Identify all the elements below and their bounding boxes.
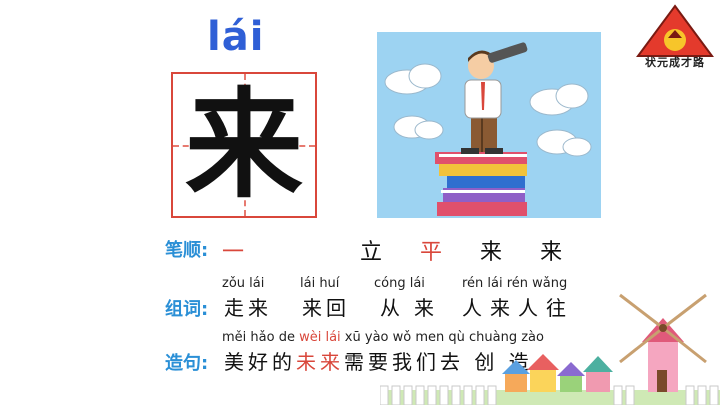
character-grid-box: 来 bbox=[171, 72, 317, 218]
word-pinyin-2: lái huí bbox=[300, 276, 339, 291]
stroke-step: 来 bbox=[480, 240, 504, 265]
sentence-label: 造句: bbox=[165, 349, 208, 375]
stroke-step: 来 bbox=[540, 240, 564, 265]
stroke-step: 平 bbox=[420, 240, 444, 265]
stroke-step: 𠁥 bbox=[322, 240, 324, 265]
stroke-step: 立 bbox=[360, 240, 384, 265]
word-hanzi-2: 来回 bbox=[302, 292, 350, 321]
stroke-order-sequence: 一 𠀆 𠁥 立 平 来 来 bbox=[222, 234, 564, 266]
word-pinyin-4: rén lái rén wǎng bbox=[462, 276, 567, 291]
word-pinyin-1: zǒu lái bbox=[222, 276, 264, 291]
word-hanzi-1: 走来 bbox=[224, 292, 272, 321]
stroke-step: 一 bbox=[222, 240, 246, 265]
sentence-pinyin-pre: měi hǎo de bbox=[222, 330, 299, 345]
words-label: 组词: bbox=[165, 295, 208, 321]
stroke-order-label: 笔顺: bbox=[165, 236, 208, 262]
stroke-step: 𠀆 bbox=[284, 240, 286, 265]
telescope-man-illustration bbox=[377, 32, 601, 218]
windmill-village-scenery bbox=[380, 290, 720, 405]
main-character: 来 bbox=[173, 74, 315, 216]
sentence-hanzi-pre: 美好的 bbox=[224, 350, 296, 374]
sentence-hanzi-highlight: 未来 bbox=[296, 350, 344, 374]
logo-text: 状元成才路 bbox=[632, 54, 718, 70]
title-pinyin: lái bbox=[207, 14, 264, 60]
sentence-pinyin-highlight: wèi lái bbox=[299, 330, 341, 345]
word-pinyin-3: cóng lái bbox=[374, 276, 425, 291]
